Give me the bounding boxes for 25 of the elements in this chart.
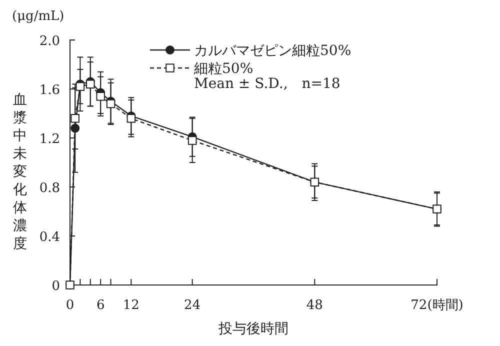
legend-label: カルバマゼピン細粒50% (194, 43, 352, 59)
point (106, 99, 116, 108)
point (96, 92, 105, 101)
y-tick-label: 0 (52, 279, 60, 294)
x-tick-label: 72(時間) (410, 298, 464, 313)
point (188, 136, 197, 145)
legend-label: 細粒50% (193, 61, 254, 77)
point (86, 80, 95, 88)
x-tick-label: 24 (184, 298, 201, 313)
x-tick-label: 0 (66, 298, 74, 313)
y-tick-label: 1.2 (39, 132, 60, 147)
y-tick-label: 0.8 (39, 181, 60, 196)
y-tick-label: 0.4 (39, 230, 60, 245)
point (70, 114, 80, 123)
y-tick-label: 2.0 (39, 34, 60, 49)
text: (μg/mL) (12, 9, 64, 24)
x-axis-title: 投与後時間 (218, 321, 288, 337)
point (126, 114, 136, 123)
x-tick-label: 48 (306, 298, 323, 313)
x-tick-label: 6 (96, 298, 105, 313)
x-tick-label: 12 (122, 298, 140, 313)
y-tick-label: 1.6 (39, 83, 60, 98)
text: 血漿中未変化体濃度 (13, 92, 27, 252)
annotation: Mean ± S.D., n=18 (194, 76, 340, 92)
point (76, 82, 85, 91)
